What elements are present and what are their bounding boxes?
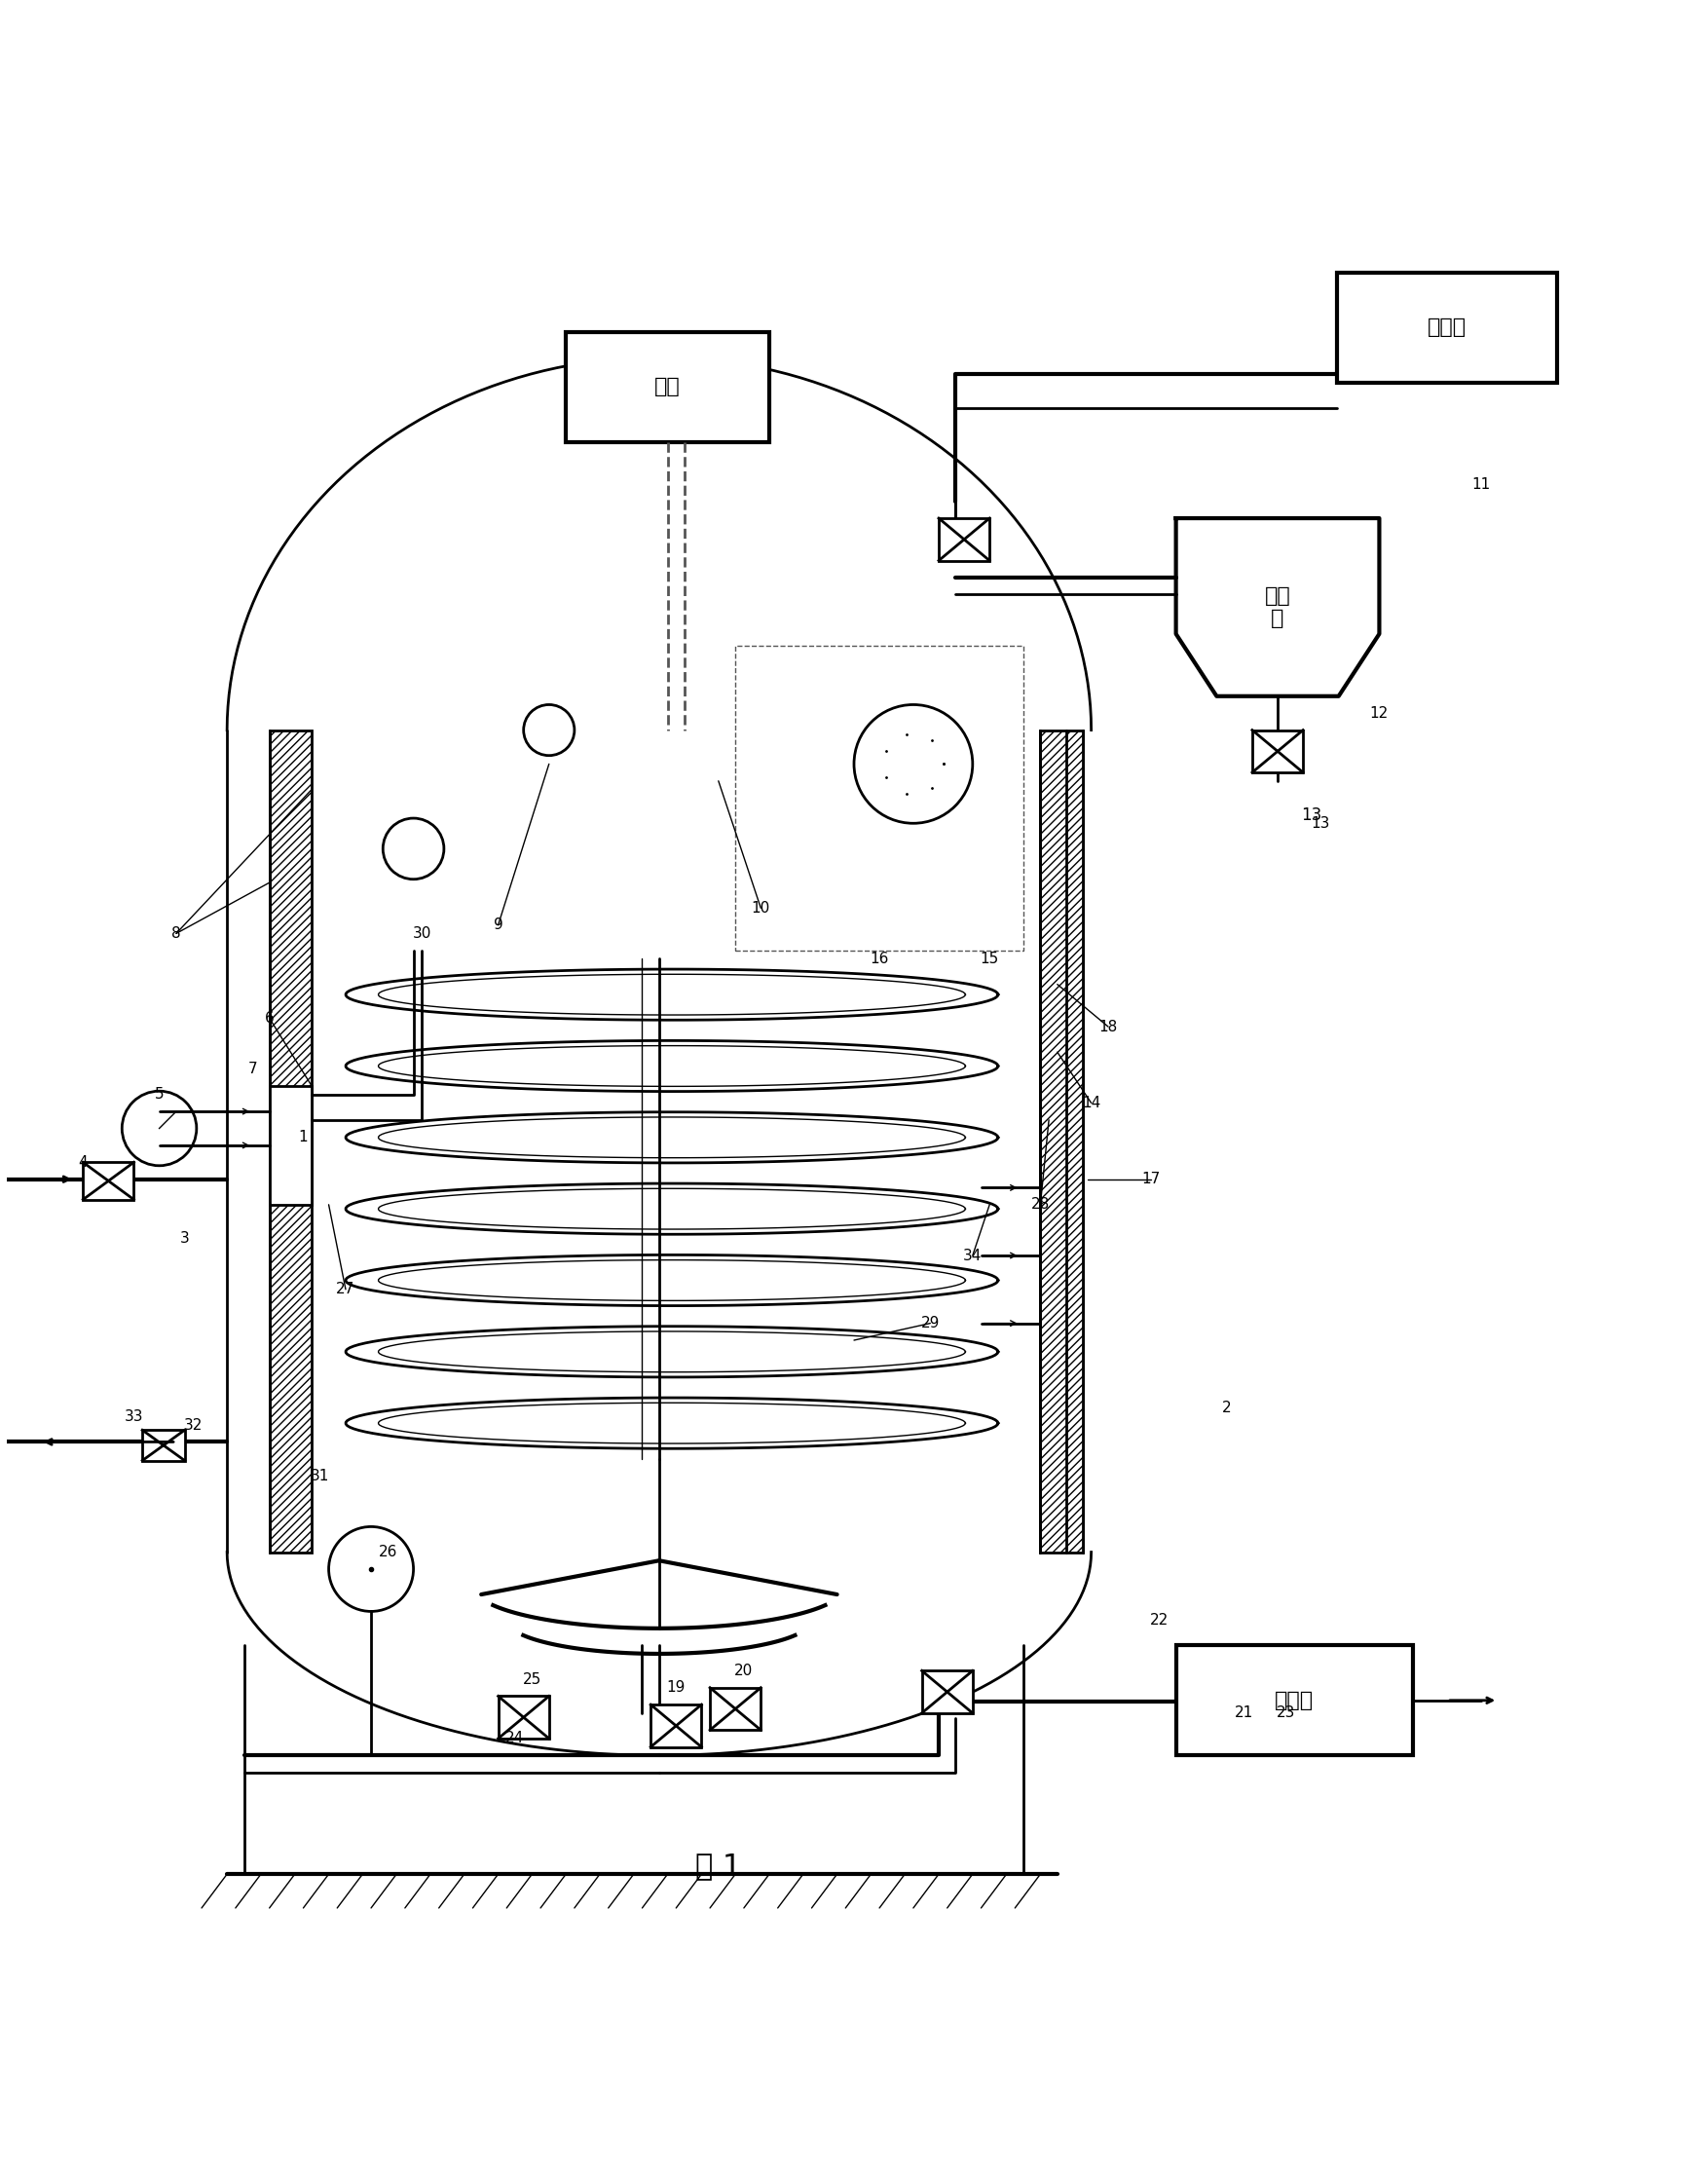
Text: 图 1: 图 1	[695, 1851, 741, 1879]
Text: 14: 14	[1081, 1095, 1100, 1110]
Text: 4: 4	[79, 1156, 87, 1169]
Text: 30: 30	[412, 925, 432, 940]
Bar	[270, 1086, 313, 1205]
Text: 6: 6	[265, 1010, 275, 1025]
Text: 12: 12	[1370, 706, 1389, 721]
Bar	[565, 332, 769, 441]
Text: 9: 9	[494, 919, 502, 932]
Text: 22: 22	[1149, 1612, 1168, 1627]
Text: 真空泵: 真空泵	[1428, 317, 1467, 337]
Bar	[499, 1696, 548, 1738]
Text: 34: 34	[963, 1249, 982, 1262]
Bar	[651, 1705, 702, 1746]
Circle shape	[854, 704, 972, 823]
Text: 28: 28	[1032, 1197, 1050, 1212]
Text: 5: 5	[155, 1088, 164, 1101]
Text: 24: 24	[506, 1731, 524, 1746]
Text: 过滤泵: 过滤泵	[1276, 1690, 1313, 1709]
Text: 27: 27	[336, 1281, 355, 1297]
Text: 20: 20	[734, 1664, 753, 1679]
Text: 7: 7	[248, 1062, 258, 1077]
Circle shape	[328, 1527, 413, 1612]
Text: 32: 32	[184, 1418, 203, 1431]
Text: 23: 23	[1276, 1705, 1296, 1720]
Text: 11: 11	[1472, 478, 1491, 491]
Polygon shape	[1175, 519, 1380, 697]
Bar	[1040, 730, 1083, 1553]
Text: 8: 8	[171, 925, 181, 940]
Text: 缓冲
器: 缓冲 器	[1264, 586, 1291, 628]
Text: 19: 19	[666, 1681, 685, 1694]
Text: 18: 18	[1098, 1019, 1117, 1034]
Bar	[1175, 1646, 1413, 1755]
Bar	[270, 1086, 313, 1205]
Bar	[939, 519, 989, 560]
Text: 13: 13	[1310, 817, 1329, 830]
Bar	[736, 645, 1023, 951]
Bar	[1337, 272, 1558, 382]
Text: 电机: 电机	[654, 378, 680, 397]
Text: 25: 25	[523, 1672, 541, 1685]
Bar	[1252, 730, 1303, 773]
Text: 10: 10	[752, 901, 770, 914]
Bar	[270, 730, 313, 1553]
Bar	[711, 1688, 760, 1731]
Text: 33: 33	[125, 1410, 143, 1425]
Text: 17: 17	[1141, 1173, 1160, 1186]
Text: 1: 1	[299, 1129, 307, 1145]
Text: 2: 2	[1223, 1401, 1231, 1416]
Text: 26: 26	[379, 1544, 398, 1559]
Text: 31: 31	[311, 1468, 330, 1483]
Text: 21: 21	[1235, 1705, 1254, 1720]
Text: 15: 15	[980, 951, 999, 967]
Text: 13: 13	[1301, 806, 1322, 823]
Bar	[922, 1670, 972, 1714]
Bar	[142, 1429, 184, 1460]
Circle shape	[383, 819, 444, 880]
Circle shape	[121, 1090, 196, 1166]
Text: 16: 16	[869, 951, 888, 967]
Bar	[84, 1162, 133, 1199]
Text: 29: 29	[921, 1316, 939, 1331]
Text: 3: 3	[179, 1232, 190, 1247]
